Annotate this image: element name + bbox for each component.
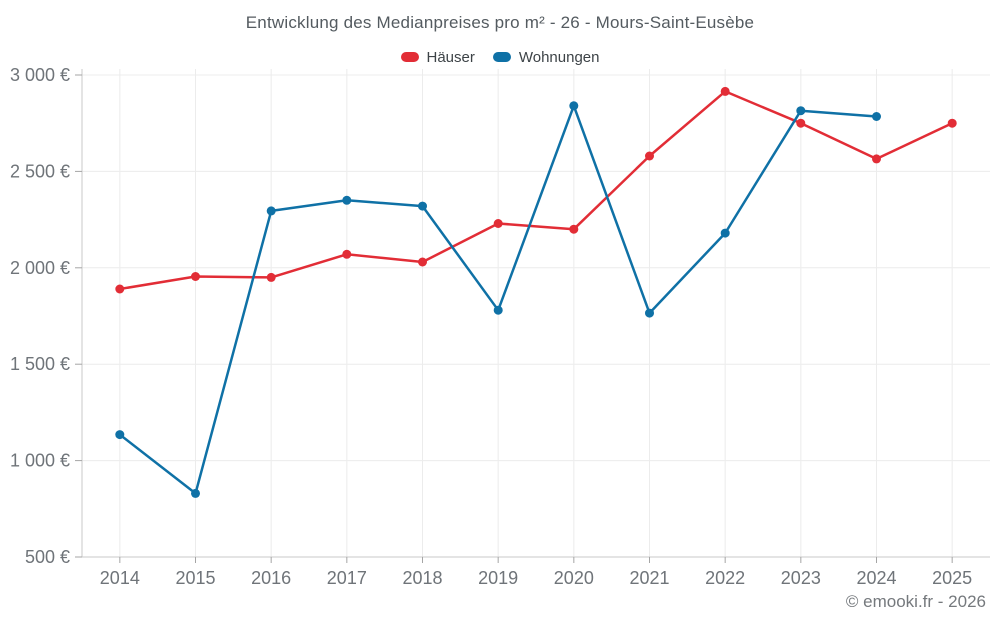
data-point-wohnungen-2014[interactable] bbox=[115, 430, 125, 440]
data-point-wohnungen-2016[interactable] bbox=[266, 206, 276, 216]
data-point-wohnungen-2022[interactable] bbox=[720, 228, 730, 238]
x-tick-label: 2014 bbox=[100, 568, 140, 588]
series-line-haeuser bbox=[118, 90, 954, 291]
legend-item-wohnungen[interactable]: Wohnungen bbox=[492, 48, 600, 66]
y-tick-label: 2 000 € bbox=[10, 258, 70, 278]
y-tick-label: 1 500 € bbox=[10, 354, 70, 374]
legend-item-haeuser[interactable]: Häuser bbox=[400, 48, 475, 66]
data-point-wohnungen-2017[interactable] bbox=[342, 195, 352, 205]
chart-title: Entwicklung des Medianpreises pro m² - 2… bbox=[245, 13, 755, 32]
chart-legend: Häuser Wohnungen bbox=[0, 46, 1000, 68]
data-point-wohnungen-2023[interactable] bbox=[796, 106, 806, 116]
data-point-wohnungen-2015[interactable] bbox=[191, 488, 200, 498]
data-point-haeuser-2018[interactable] bbox=[418, 257, 427, 267]
data-point-wohnungen-2020[interactable] bbox=[569, 101, 579, 111]
copyright-text: © emooki.fr - 2026 bbox=[845, 592, 986, 611]
x-tick-label: 2021 bbox=[629, 568, 669, 588]
x-tick-label: 2016 bbox=[251, 568, 291, 588]
data-point-haeuser-2014[interactable] bbox=[115, 284, 125, 294]
x-tick-label: 2022 bbox=[705, 568, 745, 588]
haeuser-series-swatch-icon bbox=[400, 52, 419, 62]
x-tick-label: 2019 bbox=[478, 568, 518, 588]
data-point-haeuser-2019[interactable] bbox=[493, 219, 503, 228]
x-tick-label: 2025 bbox=[932, 568, 972, 588]
x-tick-label: 2020 bbox=[554, 568, 594, 588]
legend-label-wohnungen: Wohnungen bbox=[518, 48, 600, 66]
data-point-haeuser-2024[interactable] bbox=[872, 154, 881, 164]
data-point-wohnungen-2018[interactable] bbox=[418, 201, 427, 211]
data-point-haeuser-2022[interactable] bbox=[720, 86, 730, 96]
legend-label-haeuser: Häuser bbox=[426, 48, 475, 66]
data-point-haeuser-2025[interactable] bbox=[947, 118, 957, 128]
x-tick-label: 2018 bbox=[402, 568, 442, 588]
data-point-haeuser-2021[interactable] bbox=[645, 151, 654, 161]
data-point-wohnungen-2024[interactable] bbox=[872, 112, 881, 121]
wohnungen-series-swatch-icon bbox=[492, 52, 511, 62]
data-point-haeuser-2017[interactable] bbox=[342, 249, 352, 259]
y-tick-label: 500 € bbox=[25, 547, 70, 567]
x-tick-label: 2015 bbox=[175, 568, 215, 588]
y-tick-label: 2 500 € bbox=[10, 161, 70, 181]
data-point-haeuser-2023[interactable] bbox=[796, 118, 806, 128]
data-point-wohnungen-2021[interactable] bbox=[645, 308, 654, 318]
data-point-wohnungen-2019[interactable] bbox=[493, 305, 503, 315]
data-point-haeuser-2015[interactable] bbox=[191, 272, 200, 281]
x-tick-label: 2024 bbox=[856, 568, 896, 588]
x-tick-label: 2023 bbox=[781, 568, 821, 588]
y-tick-label: 3 000 € bbox=[10, 65, 70, 85]
data-point-haeuser-2020[interactable] bbox=[569, 224, 579, 234]
y-tick-label: 1 000 € bbox=[10, 451, 70, 471]
x-tick-label: 2017 bbox=[327, 568, 367, 588]
data-point-haeuser-2016[interactable] bbox=[266, 272, 276, 282]
